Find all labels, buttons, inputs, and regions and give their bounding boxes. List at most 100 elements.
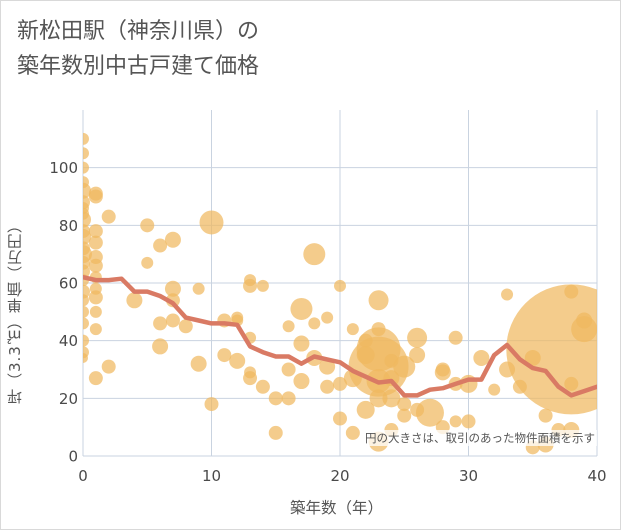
- bubble-point: [308, 317, 321, 330]
- x-tick-label: 30: [459, 467, 478, 485]
- bubble-point: [434, 364, 451, 381]
- tick-labels: 0 10 20 30 40 0 20 40 60 80 100: [49, 159, 606, 485]
- bubble-point: [333, 411, 347, 426]
- bubble-point: [83, 294, 89, 307]
- bubble-point: [576, 312, 593, 329]
- bubble-point: [488, 383, 501, 396]
- bubble-point: [243, 278, 258, 293]
- bubble-point: [88, 258, 103, 273]
- bubble-point: [243, 371, 258, 386]
- bubble-layer: [83, 132, 597, 455]
- bubble-point: [83, 132, 89, 145]
- y-tick-label: 80: [59, 217, 78, 235]
- bubble-point: [192, 282, 205, 295]
- bubble-point: [268, 425, 283, 440]
- bubble-point: [501, 288, 514, 301]
- bubble-point: [89, 323, 102, 336]
- bubble-point: [397, 397, 412, 412]
- bubble-point: [407, 327, 428, 348]
- bubble-point: [178, 319, 193, 334]
- bubble-point: [506, 284, 597, 415]
- x-tick-label: 0: [78, 467, 88, 485]
- bubble-point: [281, 391, 296, 406]
- bubble-point: [88, 371, 103, 386]
- bubble-point: [449, 415, 462, 428]
- bubble-point: [333, 376, 347, 391]
- bubble-point: [83, 334, 89, 347]
- average-price-line: [83, 274, 597, 398]
- bubble-point: [229, 352, 246, 369]
- bubble-point: [255, 379, 270, 394]
- bubble-point: [538, 408, 553, 423]
- bubble-point: [397, 408, 412, 423]
- y-tick-label: 100: [49, 159, 78, 177]
- bubble-point: [409, 347, 426, 364]
- y-tick-label: 20: [59, 390, 78, 408]
- bubble-point: [165, 313, 180, 328]
- size-annotation: 円の大きさは、取引のあった物件面積を示す: [363, 430, 597, 446]
- bubble-point: [282, 320, 295, 333]
- chart-title: 新松田駅（神奈川県）の 築年数別中古戸建て価格: [17, 14, 259, 84]
- bubble-point: [256, 279, 269, 292]
- bubble-point: [88, 189, 103, 204]
- bubble-point: [88, 235, 103, 250]
- bubble-point: [290, 297, 313, 320]
- bubble-point: [152, 338, 169, 355]
- bubble-point: [101, 209, 116, 224]
- y-tick-label: 60: [59, 275, 78, 293]
- title-line-2: 築年数別中古戸建て価格: [17, 54, 260, 79]
- bubble-point: [564, 376, 579, 391]
- bubble-point: [281, 362, 296, 377]
- x-axis-label: 築年数（年）: [290, 499, 384, 517]
- bubble-point: [368, 290, 389, 311]
- bubble-point: [268, 391, 283, 406]
- bubble-point: [293, 335, 310, 352]
- bubble-point: [217, 348, 232, 363]
- bubble-point: [101, 359, 116, 374]
- bubble-point: [473, 349, 490, 366]
- y-tick-label: 40: [59, 332, 78, 350]
- bubble-point: [320, 379, 335, 394]
- bubble-point: [319, 358, 336, 375]
- bubble-point: [356, 400, 375, 419]
- bubble-point: [88, 290, 103, 305]
- x-tick-label: 10: [202, 467, 221, 485]
- bubble-point: [345, 425, 360, 440]
- title-line-1: 新松田駅（神奈川県）の: [17, 19, 260, 44]
- bubble-point: [415, 398, 444, 427]
- bubble-point: [153, 238, 168, 253]
- bubble-point: [153, 316, 168, 331]
- bubble-point: [164, 231, 181, 248]
- bubble-point: [199, 210, 224, 235]
- bubble-point: [141, 256, 154, 269]
- bubble-point: [382, 389, 401, 408]
- bubble-point: [190, 355, 207, 372]
- bubble-point: [164, 280, 181, 297]
- bubble-point: [293, 373, 310, 390]
- bubble-point: [334, 279, 346, 292]
- bubble-point: [83, 305, 89, 318]
- bubble-point: [83, 161, 89, 174]
- trend-line-layer: [83, 274, 597, 398]
- bubble-point: [126, 292, 143, 309]
- y-tick-label: 0: [68, 448, 78, 466]
- bubble-point: [448, 330, 463, 345]
- bubble-point: [88, 224, 103, 239]
- x-tick-label: 20: [330, 467, 349, 485]
- bubble-point: [303, 243, 326, 266]
- bubble-point: [461, 414, 476, 429]
- bubble-point: [83, 317, 89, 330]
- bubble-point: [321, 311, 334, 324]
- bubble-point: [83, 228, 91, 245]
- bubble-point: [204, 397, 219, 412]
- bubble-point: [369, 389, 388, 408]
- y-axis-label: 坪（3.3㎡）単価（万円）: [6, 217, 24, 405]
- bubble-point: [89, 305, 102, 318]
- bubble-point: [83, 352, 88, 363]
- bubble-point: [140, 218, 155, 233]
- bubble-point: [346, 323, 359, 336]
- bubble-point: [83, 147, 89, 160]
- bubble-point: [393, 355, 416, 378]
- x-tick-label: 40: [587, 467, 606, 485]
